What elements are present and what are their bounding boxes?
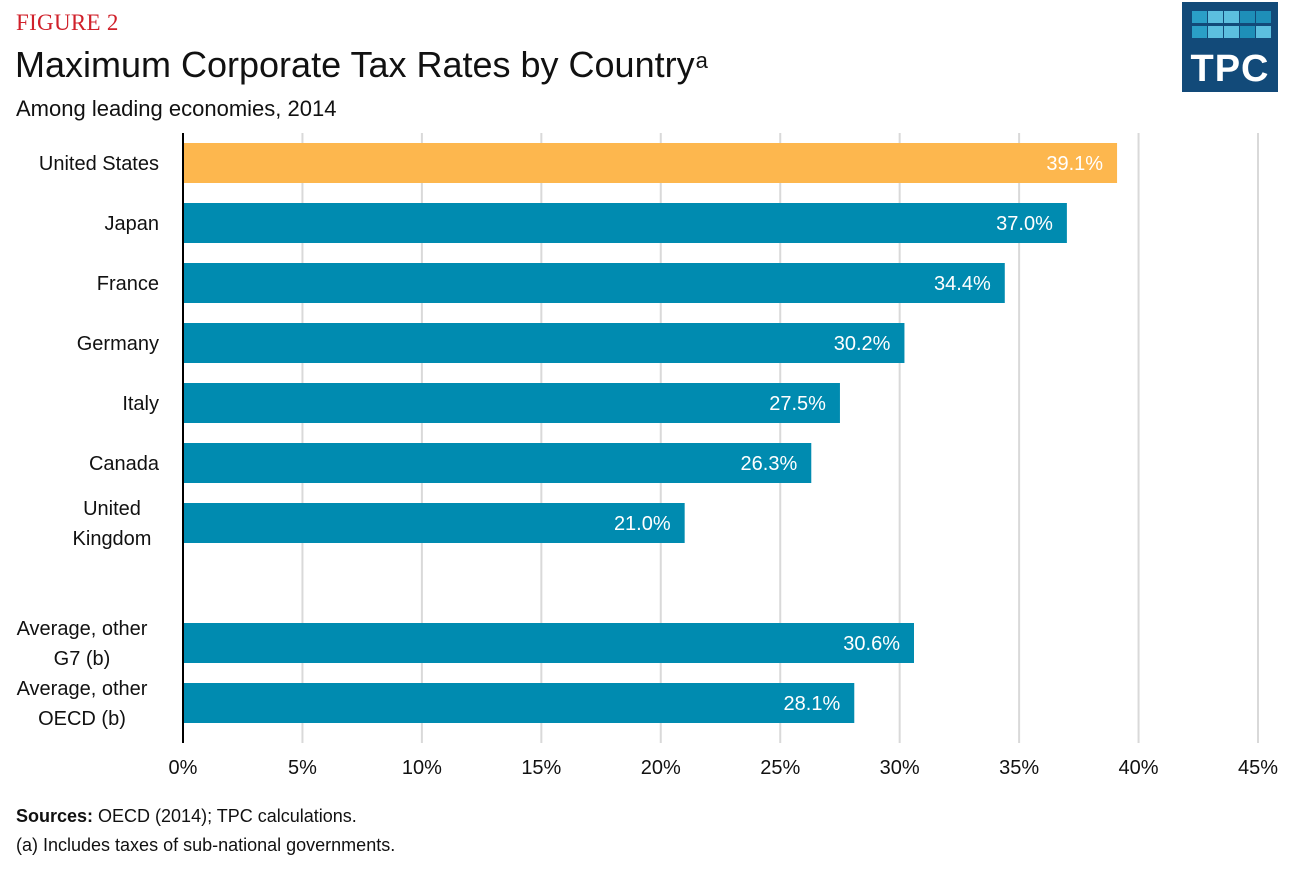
- bar-value-label: 37.0%: [996, 213, 1053, 235]
- sources-line: Sources: OECD (2014); TPC calculations.: [16, 806, 357, 827]
- category-label: Germany: [77, 333, 159, 355]
- x-tick-label: 20%: [641, 757, 681, 779]
- category-label: Canada: [89, 453, 160, 475]
- logo-square: [1208, 26, 1223, 38]
- logo-square: [1256, 11, 1271, 23]
- bar-value-label: 26.3%: [741, 453, 798, 475]
- bar-value-label: 39.1%: [1046, 153, 1103, 175]
- logo-square: [1256, 26, 1271, 38]
- figure-label: FIGURE 2: [16, 10, 119, 35]
- x-tick-label: 45%: [1238, 757, 1278, 779]
- chart-subtitle: Among leading economies, 2014: [16, 96, 337, 121]
- logo-square: [1224, 11, 1239, 23]
- category-label: Average, other G7 (b): [17, 618, 148, 670]
- category-label: United States: [39, 153, 159, 175]
- bar: [183, 143, 1118, 183]
- footnote-a: (a) Includes taxes of sub-national gover…: [16, 835, 396, 855]
- bar: [183, 383, 840, 423]
- x-tick-label: 5%: [288, 757, 317, 779]
- bar: [183, 323, 905, 363]
- x-tick-label: 0%: [169, 757, 198, 779]
- category-labels: United States Japan France Germany Italy Cana…: [17, 153, 160, 730]
- x-tick-label: 25%: [760, 757, 800, 779]
- bar: [183, 203, 1067, 243]
- logo-square: [1192, 11, 1207, 23]
- bar-chart: 39.1% 37.0% 34.4% 30.2% 27.5% 26.3% 21.0% 30.6%…: [17, 133, 1279, 779]
- logo-square: [1224, 26, 1239, 38]
- logo-square: [1240, 26, 1255, 38]
- bar: [183, 623, 914, 663]
- tpc-logo-icon: TPC: [1182, 2, 1278, 92]
- x-axis-tick-labels: 0% 5% 10% 15% 20% 25% 30% 35% 40% 45%: [169, 757, 1279, 779]
- category-label: United Kingdom: [73, 498, 152, 550]
- bar-value-label: 27.5%: [769, 393, 826, 415]
- bar-value-label: 21.0%: [614, 513, 671, 535]
- bar-value-label: 34.4%: [934, 273, 991, 295]
- bar-value-label: 30.2%: [834, 333, 891, 355]
- chart-title-text: Maximum Corporate Tax Rates by Country: [15, 44, 695, 85]
- logo-square: [1240, 11, 1255, 23]
- bars: 39.1% 37.0% 34.4% 30.2% 27.5% 26.3% 21.0% 30.6%…: [183, 143, 1118, 723]
- category-label: Japan: [105, 213, 160, 235]
- bar: [183, 263, 1005, 303]
- bar-value-label: 30.6%: [843, 633, 900, 655]
- x-tick-label: 40%: [1119, 757, 1159, 779]
- x-tick-label: 35%: [999, 757, 1039, 779]
- logo-text: TPC: [1190, 48, 1270, 90]
- logo-square: [1208, 11, 1223, 23]
- bar-value-label: 28.1%: [784, 693, 841, 715]
- chart-title: Maximum Corporate Tax Rates by Countrya: [15, 44, 708, 86]
- x-tick-label: 15%: [521, 757, 561, 779]
- category-label: Italy: [122, 393, 159, 415]
- bar: [183, 503, 685, 543]
- sources-label: Sources:: [16, 806, 94, 826]
- bar: [183, 443, 812, 483]
- x-tick-label: 10%: [402, 757, 442, 779]
- category-label: Average, other OECD (b): [17, 678, 148, 730]
- x-tick-label: 30%: [880, 757, 920, 779]
- sources-text: OECD (2014); TPC calculations.: [93, 806, 357, 826]
- category-label: France: [97, 273, 159, 295]
- title-footnote-marker: a: [695, 48, 708, 73]
- bar: [183, 683, 855, 723]
- logo-square: [1192, 26, 1207, 38]
